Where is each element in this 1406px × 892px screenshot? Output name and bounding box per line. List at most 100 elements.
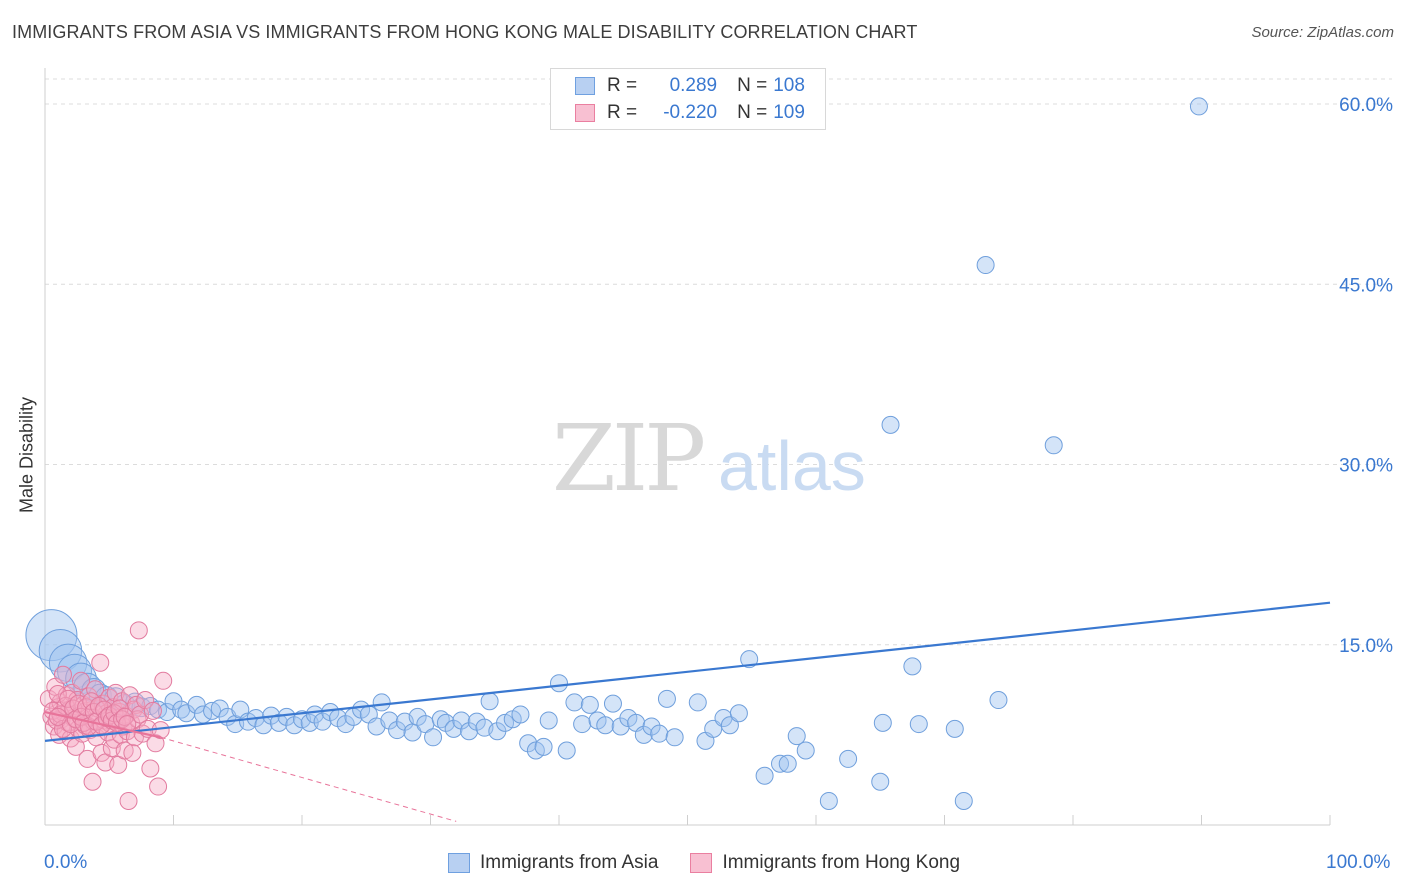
point-hong-kong — [154, 671, 173, 690]
point-asia — [729, 704, 748, 723]
point-asia — [871, 772, 890, 791]
r-value-asia: 0.289 — [669, 75, 718, 96]
point-asia — [873, 713, 892, 732]
correlation-legend: R = 0.289 N = 108 R = -0.220 N = 109 — [550, 68, 826, 130]
point-asia — [650, 724, 669, 743]
watermark-zip: ZIP — [552, 405, 703, 512]
point-asia — [755, 766, 774, 785]
point-asia — [688, 693, 707, 712]
point-asia — [580, 695, 599, 714]
point-asia — [839, 749, 858, 768]
point-hong-kong — [86, 680, 105, 699]
point-hong-kong — [143, 701, 162, 720]
point-hong-kong — [123, 743, 142, 762]
point-asia — [740, 650, 759, 669]
point-asia — [511, 705, 530, 724]
point-asia — [300, 713, 319, 732]
point-asia — [424, 728, 443, 747]
point-hong-kong — [115, 707, 134, 726]
point-hong-kong — [92, 743, 111, 762]
series-swatch-hong-kong — [690, 853, 713, 873]
point-asia — [550, 674, 568, 693]
point-hong-kong — [141, 759, 160, 778]
point-asia — [408, 707, 427, 726]
x-axis-min-label: 0.0% — [44, 852, 88, 873]
point-asia — [976, 256, 995, 275]
y-axis-label: Male Disability — [16, 396, 37, 514]
point-hong-kong — [83, 772, 102, 791]
point-asia — [313, 712, 332, 731]
point-asia — [796, 741, 815, 760]
point-hong-kong — [119, 791, 138, 810]
point-asia — [787, 727, 806, 746]
point-asia — [778, 754, 797, 773]
point-hong-kong — [53, 665, 72, 684]
point-asia — [945, 719, 964, 738]
trendline-extension-hong-kong — [160, 736, 457, 822]
series-legend-hong-kong: Immigrants from Hong Kong — [690, 852, 960, 874]
point-asia — [720, 716, 739, 735]
n-value-asia: 108 — [773, 75, 805, 96]
point-asia — [642, 717, 661, 736]
point-asia — [431, 710, 450, 729]
point-asia — [819, 791, 838, 810]
trendline-asia — [44, 601, 1331, 742]
y-tick-label: 30.0% — [1339, 456, 1393, 477]
point-asia — [372, 693, 391, 712]
n-label: N = — [737, 102, 768, 123]
point-hong-kong — [146, 734, 165, 753]
trendline-hong-kong — [44, 710, 161, 739]
series-name-hong-kong: Immigrants from Hong Kong — [722, 852, 961, 873]
point-asia — [771, 754, 790, 773]
point-asia — [336, 715, 355, 734]
point-asia — [1044, 436, 1063, 455]
point-asia — [480, 692, 499, 711]
r-value-hong-kong: -0.220 — [663, 102, 718, 123]
legend-swatch-asia — [575, 77, 595, 95]
point-asia — [603, 694, 622, 713]
r-label: R = — [607, 102, 638, 123]
point-asia — [460, 722, 479, 741]
y-tick-label: 60.0% — [1339, 95, 1393, 116]
point-asia — [881, 415, 900, 434]
point-asia — [380, 711, 399, 730]
legend-row-hong-kong: R = -0.220 N = 109 — [575, 101, 805, 125]
point-asia — [573, 715, 592, 734]
x-axis-max-label: 100.0% — [1326, 852, 1391, 873]
chart-title: IMMIGRANTS FROM ASIA VS IMMIGRANTS FROM … — [12, 22, 918, 42]
point-asia — [557, 741, 576, 760]
point-hong-kong — [91, 653, 110, 672]
point-asia — [989, 691, 1008, 710]
n-label: N = — [737, 75, 768, 96]
legend-row-asia: R = 0.289 N = 108 — [575, 74, 805, 98]
y-tick-label: 15.0% — [1339, 636, 1393, 657]
series-legend-asia: Immigrants from Asia — [448, 852, 658, 874]
point-hong-kong — [149, 777, 168, 796]
y-tick-label: 45.0% — [1339, 275, 1393, 296]
series-legend: Immigrants from Asia Immigrants from Hon… — [448, 852, 992, 874]
point-asia — [534, 737, 553, 756]
point-asia — [25, 609, 78, 662]
series-swatch-asia — [448, 853, 470, 873]
point-asia — [539, 711, 558, 730]
n-value-hong-kong: 109 — [773, 102, 805, 123]
point-asia — [519, 734, 538, 753]
point-asia — [187, 695, 206, 714]
r-label: R = — [607, 75, 638, 96]
point-asia — [596, 716, 615, 735]
point-asia — [305, 705, 324, 724]
point-asia — [1189, 97, 1208, 116]
point-asia — [565, 693, 584, 712]
point-asia — [657, 689, 676, 708]
series-name-asia: Immigrants from Asia — [480, 852, 659, 873]
point-asia — [903, 657, 922, 676]
point-asia — [909, 715, 928, 734]
point-hong-kong — [71, 671, 90, 690]
point-asia — [158, 703, 177, 722]
source-credit: Source: ZipAtlas.com — [1251, 24, 1394, 41]
point-asia — [954, 791, 973, 810]
point-hong-kong — [59, 689, 78, 708]
point-hong-kong — [129, 621, 148, 640]
watermark-atlas: atlas — [718, 427, 866, 505]
